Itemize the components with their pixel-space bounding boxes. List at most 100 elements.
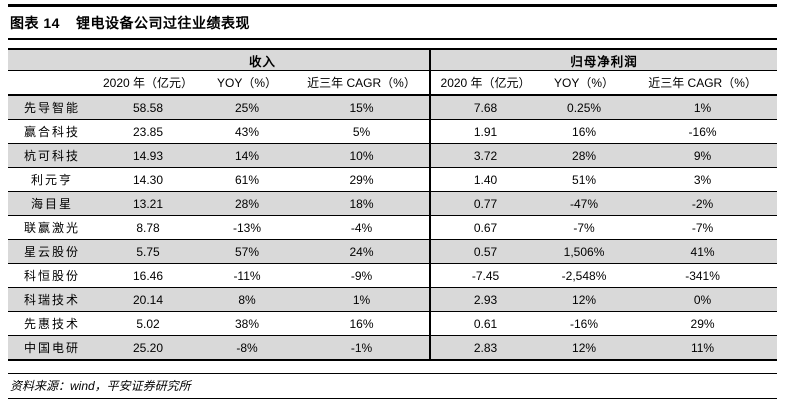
company-cell: 先导智能: [8, 95, 96, 120]
group-header-net-profit: 归母净利润: [429, 49, 778, 71]
table-row: 科恒股份 16.46 -11% -9% -7.45 -2,548% -341%: [8, 263, 778, 288]
np-2020-cell: 1.91: [429, 119, 541, 144]
figure-title-bar: 图表 14 锂电设备公司过往业绩表现: [8, 4, 777, 40]
table-row: 联赢激光 8.78 -13% -4% 0.67 -7% -7%: [8, 215, 778, 240]
rev-yoy-cell: 14%: [200, 143, 294, 168]
rev-cagr-cell: 5%: [294, 119, 431, 144]
rev-2020-cell: 16.46: [96, 263, 200, 288]
rev-2020-cell: 20.14: [96, 287, 200, 312]
np-2020-cell: 2.83: [429, 335, 541, 360]
table-row: 科瑞技术 20.14 8% 1% 2.93 12% 0%: [8, 287, 778, 312]
rev-cagr-cell: -4%: [294, 215, 431, 240]
np-yoy-cell: -2,548%: [540, 263, 629, 288]
column-header-spacer: [8, 70, 96, 96]
company-cell: 利元亨: [8, 167, 96, 192]
table-row: 海目星 13.21 28% 18% 0.77 -47% -2%: [8, 191, 778, 216]
np-yoy-cell: 12%: [540, 287, 629, 312]
rev-2020-cell: 58.58: [96, 95, 200, 120]
rev-cagr-cell: 29%: [294, 167, 431, 192]
np-yoy-cell: -7%: [540, 215, 629, 240]
np-2020-cell: 0.57: [429, 239, 541, 264]
column-header-np-yoy: YOY（%）: [540, 70, 629, 96]
rev-2020-cell: 5.75: [96, 239, 200, 264]
company-cell: 赢合科技: [8, 119, 96, 144]
np-2020-cell: 0.77: [429, 191, 541, 216]
column-header-rev-2020: 2020 年（亿元）: [96, 70, 200, 96]
rev-cagr-cell: 24%: [294, 239, 431, 264]
np-2020-cell: 1.40: [429, 167, 541, 192]
group-header-row: 收入 归母净利润: [8, 49, 778, 71]
rev-2020-cell: 14.30: [96, 167, 200, 192]
rev-cagr-cell: 18%: [294, 191, 431, 216]
figure-title: 锂电设备公司过往业绩表现: [75, 15, 250, 31]
np-cagr-cell: 3%: [628, 167, 778, 192]
rev-yoy-cell: -8%: [200, 335, 294, 360]
company-cell: 联赢激光: [8, 215, 96, 240]
rev-2020-cell: 23.85: [96, 119, 200, 144]
np-2020-cell: 7.68: [429, 95, 541, 120]
np-cagr-cell: 0%: [628, 287, 778, 312]
np-yoy-cell: 0.25%: [540, 95, 629, 120]
np-2020-cell: -7.45: [429, 263, 541, 288]
np-cagr-cell: -2%: [628, 191, 778, 216]
np-yoy-cell: -16%: [540, 311, 629, 336]
np-cagr-cell: 29%: [628, 311, 778, 336]
np-yoy-cell: 28%: [540, 143, 629, 168]
rev-cagr-cell: 15%: [294, 95, 431, 120]
rev-yoy-cell: 38%: [200, 311, 294, 336]
table-row: 先导智能 58.58 25% 15% 7.68 0.25% 1%: [8, 95, 778, 120]
np-cagr-cell: 1%: [628, 95, 778, 120]
table-row: 利元亨 14.30 61% 29% 1.40 51% 3%: [8, 167, 778, 192]
rev-yoy-cell: -13%: [200, 215, 294, 240]
rev-2020-cell: 8.78: [96, 215, 200, 240]
np-cagr-cell: -341%: [628, 263, 778, 288]
table-row: 星云股份 5.75 57% 24% 0.57 1,506% 41%: [8, 239, 778, 264]
column-header-rev-cagr: 近三年 CAGR（%）: [294, 70, 431, 96]
table-header: 收入 归母净利润 2020 年（亿元） YOY（%） 近三年 CAGR（%） 2…: [8, 49, 778, 96]
rev-cagr-cell: 16%: [294, 311, 431, 336]
rev-2020-cell: 5.02: [96, 311, 200, 336]
np-cagr-cell: 9%: [628, 143, 778, 168]
np-yoy-cell: -47%: [540, 191, 629, 216]
np-yoy-cell: 51%: [540, 167, 629, 192]
rev-2020-cell: 14.93: [96, 143, 200, 168]
np-yoy-cell: 1,506%: [540, 239, 629, 264]
table-row: 中国电研 25.20 -8% -1% 2.83 12% 11%: [8, 335, 778, 360]
rev-cagr-cell: 10%: [294, 143, 431, 168]
company-cell: 先惠技术: [8, 311, 96, 336]
company-cell: 中国电研: [8, 335, 96, 360]
group-header-revenue: 收入: [96, 49, 431, 71]
np-cagr-cell: -16%: [628, 119, 778, 144]
table-body: 先导智能 58.58 25% 15% 7.68 0.25% 1% 赢合科技 23.85 43% 5%…: [8, 95, 778, 360]
rev-yoy-cell: 61%: [200, 167, 294, 192]
np-cagr-cell: 11%: [628, 335, 778, 360]
performance-table: 收入 归母净利润 2020 年（亿元） YOY（%） 近三年 CAGR（%） 2…: [8, 48, 778, 361]
table-row: 赢合科技 23.85 43% 5% 1.91 16% -16%: [8, 119, 778, 144]
source-text: 资料来源：wind，平安证券研究所: [10, 379, 191, 393]
np-yoy-cell: 16%: [540, 119, 629, 144]
rev-2020-cell: 13.21: [96, 191, 200, 216]
rev-yoy-cell: 25%: [200, 95, 294, 120]
rev-yoy-cell: -11%: [200, 263, 294, 288]
rev-yoy-cell: 8%: [200, 287, 294, 312]
source-footer: 资料来源：wind，平安证券研究所: [8, 373, 777, 399]
rev-cagr-cell: 1%: [294, 287, 431, 312]
rev-yoy-cell: 28%: [200, 191, 294, 216]
figure-number-label: 图表 14: [10, 15, 60, 31]
np-2020-cell: 0.67: [429, 215, 541, 240]
company-cell: 星云股份: [8, 239, 96, 264]
column-header-np-2020: 2020 年（亿元）: [429, 70, 541, 96]
column-header-np-cagr: 近三年 CAGR（%）: [628, 70, 778, 96]
np-2020-cell: 3.72: [429, 143, 541, 168]
rev-yoy-cell: 43%: [200, 119, 294, 144]
company-cell: 海目星: [8, 191, 96, 216]
rev-cagr-cell: -9%: [294, 263, 431, 288]
column-header-rev-yoy: YOY（%）: [200, 70, 294, 96]
group-header-spacer: [8, 49, 96, 71]
table-row: 杭可科技 14.93 14% 10% 3.72 28% 9%: [8, 143, 778, 168]
rev-cagr-cell: -1%: [294, 335, 431, 360]
company-cell: 杭可科技: [8, 143, 96, 168]
np-2020-cell: 0.61: [429, 311, 541, 336]
np-yoy-cell: 12%: [540, 335, 629, 360]
